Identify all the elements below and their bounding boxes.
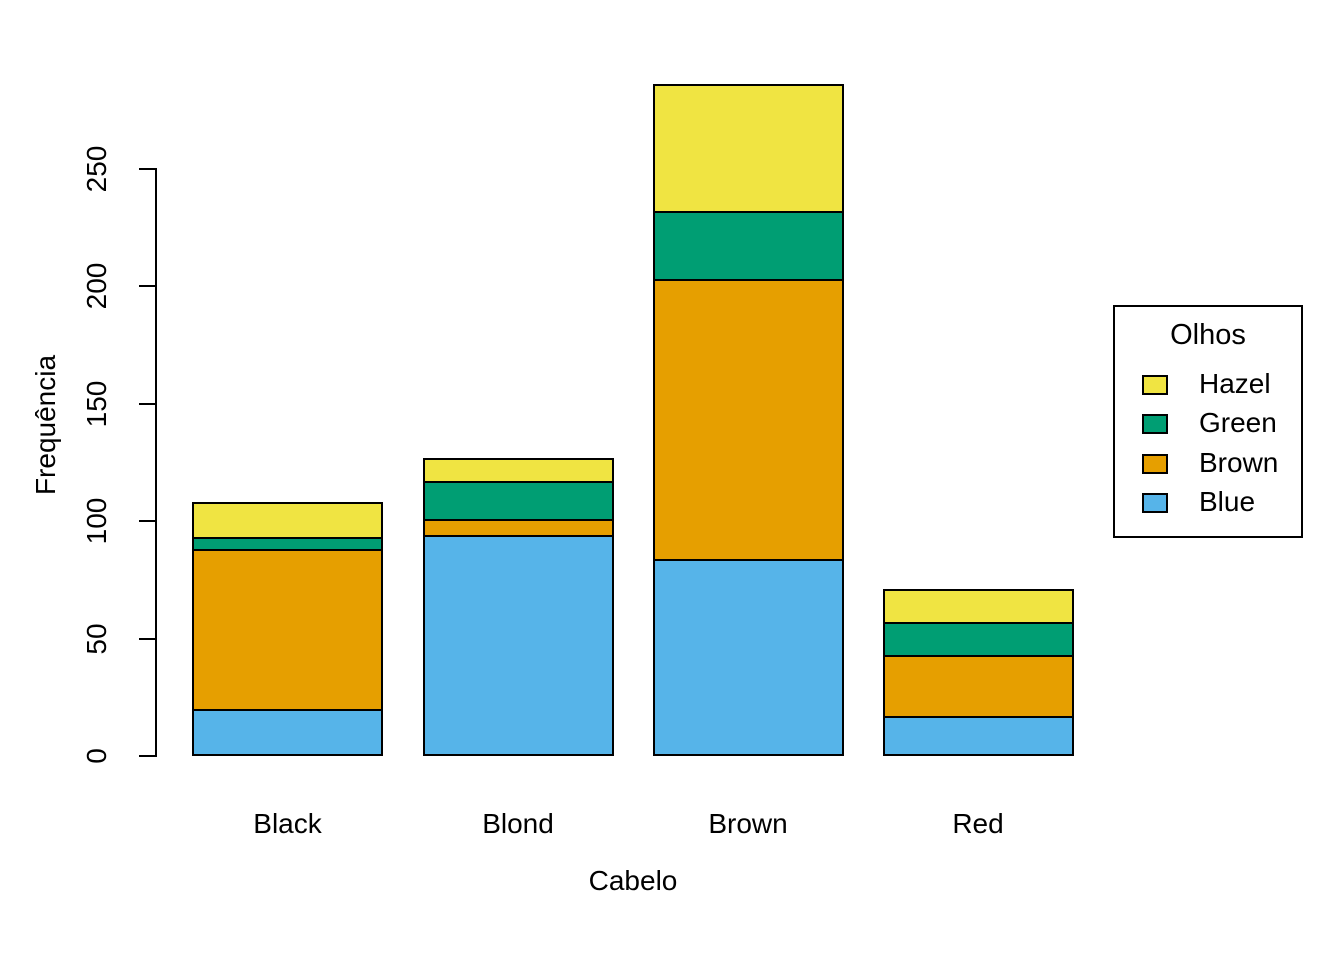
y-tick <box>139 637 157 640</box>
bar-segment-brown-green <box>652 210 844 281</box>
y-tick-label: 150 <box>81 380 112 427</box>
y-tick <box>139 167 157 170</box>
x-category-label-black: Black <box>253 808 322 839</box>
legend: Olhos Hazel Green Brown Blue <box>1113 305 1303 538</box>
bar-segment-blond-brown <box>422 518 614 538</box>
legend-label-blue: Blue <box>1199 486 1256 518</box>
legend-label-brown: Brown <box>1199 446 1279 478</box>
bar-segment-black-hazel <box>192 502 383 540</box>
x-category-label-blond: Blond <box>482 808 554 839</box>
y-tick <box>139 285 157 287</box>
bar-segment-black-green <box>192 537 383 552</box>
y-axis-line <box>155 167 157 757</box>
bar-segment-blond-blue <box>422 535 614 756</box>
bar-segment-red-hazel <box>882 589 1074 625</box>
legend-swatch-brown <box>1142 453 1168 474</box>
legend-swatch-hazel <box>1142 375 1168 395</box>
legend-label-green: Green <box>1199 407 1277 439</box>
x-category-label-brown: Brown <box>708 808 788 839</box>
bar-segment-black-brown <box>192 549 383 711</box>
bar-segment-red-brown <box>882 654 1074 719</box>
x-axis-title: Cabelo <box>588 865 678 896</box>
bar-segment-blond-hazel <box>422 457 614 484</box>
y-tick <box>139 520 157 522</box>
bar-segment-red-green <box>882 622 1074 657</box>
y-tick-label: 200 <box>81 262 112 310</box>
y-tick-label: 250 <box>81 145 112 192</box>
legend-swatch-green <box>1142 414 1168 435</box>
y-axis-title: Frequência <box>30 354 61 496</box>
bar-segment-brown-hazel <box>652 83 844 213</box>
legend-title: Olhos <box>1170 319 1246 351</box>
y-tick-label: 100 <box>81 497 112 545</box>
y-tick <box>139 402 157 405</box>
y-tick <box>139 755 157 757</box>
bar-segment-blond-green <box>422 481 614 521</box>
bar-segment-black-blue <box>192 709 383 756</box>
bar-segment-brown-blue <box>652 558 844 756</box>
legend-swatch-blue <box>1142 493 1168 514</box>
legend-label-hazel: Hazel <box>1199 368 1271 399</box>
bar-segment-red-blue <box>882 716 1074 756</box>
x-category-label-red: Red <box>952 808 1004 839</box>
bar-segment-brown-brown <box>652 278 844 561</box>
y-tick-label: 50 <box>81 622 112 655</box>
y-tick-label: 0 <box>81 748 112 764</box>
